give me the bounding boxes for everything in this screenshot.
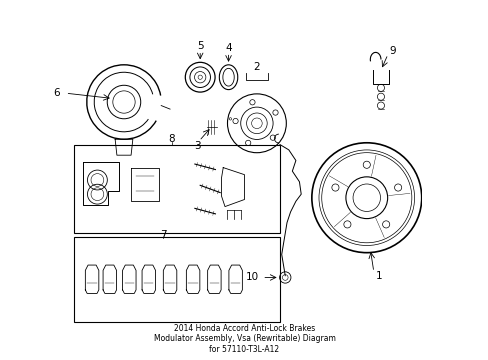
Text: 10: 10 (245, 273, 258, 283)
Bar (74, 237, 279, 322)
Text: 5: 5 (197, 41, 203, 51)
Bar (74, 145, 279, 233)
Text: 9: 9 (389, 46, 396, 56)
Text: 8: 8 (168, 134, 175, 144)
Text: 1: 1 (375, 271, 382, 281)
Text: 2014 Honda Accord Anti-Lock Brakes
Modulator Assembly, Vsa (Rewritable) Diagram
: 2014 Honda Accord Anti-Lock Brakes Modul… (153, 324, 335, 354)
Text: 2: 2 (253, 62, 260, 72)
Text: 7: 7 (160, 230, 166, 240)
Text: 4: 4 (225, 43, 231, 53)
Text: 6: 6 (54, 88, 60, 98)
Text: 3: 3 (194, 141, 200, 151)
